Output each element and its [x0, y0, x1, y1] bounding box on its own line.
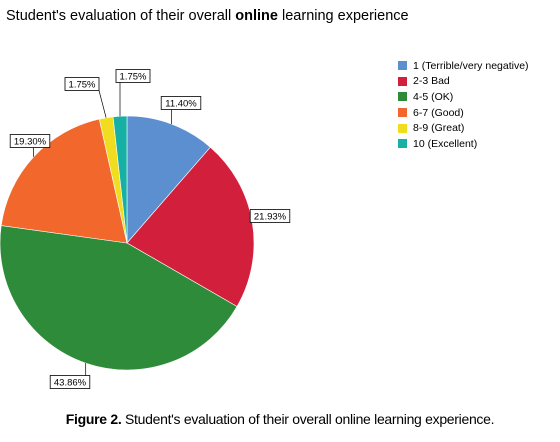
- legend-label: 6-7 (Good): [413, 106, 464, 119]
- figure-caption: Figure 2. Student's evaluation of their …: [65, 411, 495, 427]
- chart-title: Student's evaluation of their overall on…: [6, 8, 409, 24]
- legend-label: 1 (Terrible/very negative): [413, 59, 529, 72]
- legend-swatch: [398, 108, 407, 118]
- legend-label: 10 (Excellent): [413, 137, 478, 150]
- legend-swatch: [398, 139, 407, 149]
- legend-swatch: [398, 76, 407, 86]
- legend-item: 10 (Excellent): [398, 136, 529, 152]
- legend-item: 8-9 (Great): [398, 120, 529, 136]
- data-label: 21.93%: [254, 212, 287, 223]
- legend-swatch: [398, 61, 407, 71]
- data-label: 43.86%: [54, 378, 87, 389]
- legend-swatch: [398, 92, 407, 102]
- legend-swatch: [398, 123, 407, 133]
- leader-line: [98, 90, 107, 118]
- data-label-box: [160, 96, 202, 110]
- data-label-box: [9, 134, 51, 148]
- legend-label: 4-5 (OK): [413, 90, 454, 103]
- data-label: 19.30%: [14, 137, 47, 148]
- data-label-box: [115, 69, 151, 83]
- data-label: 11.40%: [165, 99, 197, 110]
- data-label: 1.75%: [69, 80, 96, 91]
- pie-slice: [0, 118, 128, 244]
- legend-item: 1 (Terrible/very negative): [398, 58, 529, 74]
- legend-label: 8-9 (Great): [413, 122, 465, 135]
- data-label-box: [64, 77, 100, 91]
- legend-label: 2-3 Bad: [413, 75, 450, 88]
- data-label: 1.75%: [120, 72, 147, 83]
- data-label-box: [49, 375, 91, 389]
- data-label-box: [249, 209, 291, 223]
- chart-legend: 1 (Terrible/very negative) 2-3 Bad 4-5 (OK…: [398, 58, 529, 152]
- legend-item: 4-5 (OK): [398, 89, 529, 105]
- pie-chart: 11.40% 21.93% 43.86% 19.30% 1.75% 1.75%: [0, 69, 291, 389]
- legend-item: 6-7 (Good): [398, 105, 529, 121]
- legend-item: 2-3 Bad: [398, 74, 529, 90]
